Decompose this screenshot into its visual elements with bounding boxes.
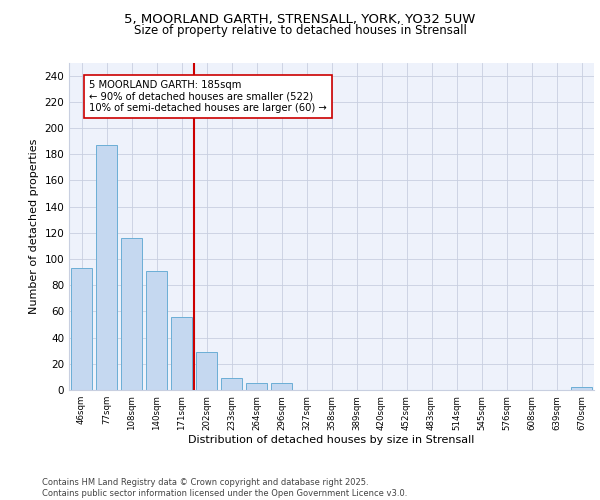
Bar [246,384,267,390]
Bar [171,316,192,390]
Bar [71,268,92,390]
X-axis label: Distribution of detached houses by size in Strensall: Distribution of detached houses by size … [188,436,475,446]
Bar [196,352,217,390]
Bar [96,145,117,390]
Bar [271,384,292,390]
Text: 5, MOORLAND GARTH, STRENSALL, YORK, YO32 5UW: 5, MOORLAND GARTH, STRENSALL, YORK, YO32… [124,12,476,26]
Text: Contains HM Land Registry data © Crown copyright and database right 2025.
Contai: Contains HM Land Registry data © Crown c… [42,478,407,498]
Text: 5 MOORLAND GARTH: 185sqm
← 90% of detached houses are smaller (522)
10% of semi-: 5 MOORLAND GARTH: 185sqm ← 90% of detach… [89,80,327,112]
Bar [121,238,142,390]
Bar [146,271,167,390]
Text: Size of property relative to detached houses in Strensall: Size of property relative to detached ho… [134,24,466,37]
Bar [221,378,242,390]
Bar [571,388,592,390]
Y-axis label: Number of detached properties: Number of detached properties [29,138,39,314]
